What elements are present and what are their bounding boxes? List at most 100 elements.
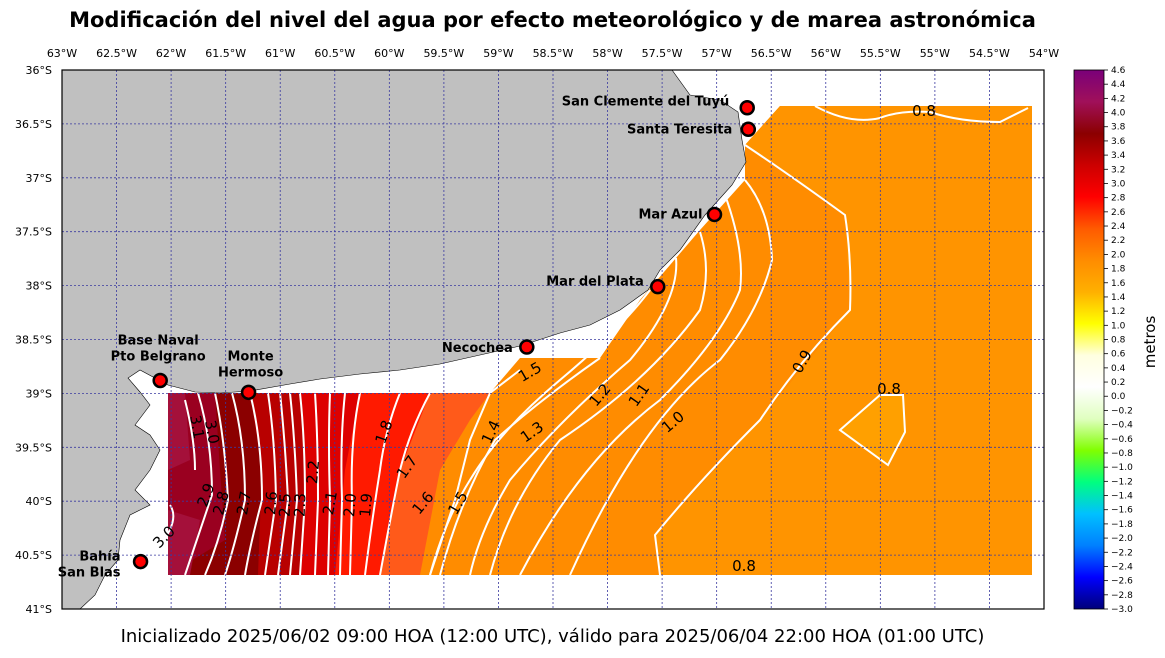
station-dot — [240, 384, 257, 401]
colorbar-tick-label: 0.6 — [1111, 350, 1126, 360]
lon-tick-label: 62.5°W — [96, 47, 137, 60]
colorbar-tick-label: 2.8 — [1111, 194, 1126, 204]
colorbar-tick-label: 3.0 — [1111, 179, 1126, 189]
station-dot — [132, 553, 149, 570]
graticule — [62, 70, 1044, 609]
colorbar-tick-label: −1.0 — [1111, 463, 1133, 473]
lon-tick-label: 61.5°W — [205, 47, 246, 60]
colorbar-tick-label: −1.6 — [1111, 506, 1133, 516]
lat-tick-label: 38°S — [26, 280, 52, 293]
lat-tick-label: 39.5°S — [15, 441, 52, 454]
station-marker: Mar Azul — [639, 206, 723, 223]
station-marker: Santa Teresita — [627, 121, 757, 138]
colorbar-tick-label: 1.8 — [1111, 265, 1126, 275]
station-dot — [649, 278, 666, 295]
colorbar-tick-label: −1.8 — [1111, 520, 1133, 530]
contour-label: 2.6 — [261, 490, 281, 515]
lon-tick-label: 62°W — [156, 47, 186, 60]
colorbar-tick-label: −0.2 — [1111, 406, 1133, 416]
station-dot — [519, 339, 535, 355]
lat-tick-label: 38.5°S — [15, 334, 52, 347]
lon-tick-label: 57°W — [701, 47, 731, 60]
station-marker: San Clemente del Tuyú — [562, 95, 755, 116]
lon-tick-label: 55°W — [920, 47, 950, 60]
station-marker: Necochea — [442, 339, 535, 356]
colorbar-tick-label: 3.2 — [1111, 165, 1125, 175]
contour-label: 2.1 — [319, 490, 341, 517]
colorbar-tick-label: −1.4 — [1111, 492, 1133, 502]
colorbar-ticks: 4.6 4.4 4.2 4.0 3.8 3.6 3.4 3.2 3.0 2.8 2.6 2.4 2.2 2… — [1104, 66, 1133, 615]
station-label: Base Naval Pto Belgrano — [111, 333, 206, 364]
colorbar-tick-label: −2.4 — [1111, 562, 1133, 572]
station-label: Bahía San Blas — [58, 550, 121, 581]
station-dot — [740, 121, 757, 138]
lon-tick-label: 58°W — [592, 47, 622, 60]
colorbar-tick-label: 4.2 — [1111, 94, 1125, 104]
lon-tick-label: 55.5°W — [860, 47, 901, 60]
longitude-ticks: 63°W 62.5°W 62°W 61.5°W 61°W 60.5°W 60°W 59.5°W… — [47, 47, 1059, 60]
station-label: Mar del Plata — [546, 275, 644, 290]
lat-tick-label: 40°S — [26, 495, 52, 508]
colorbar-tick-label: −2.8 — [1111, 591, 1133, 601]
station-dot — [706, 206, 723, 223]
station-marker: Mar del Plata — [546, 275, 666, 295]
lat-tick-label: 39°S — [26, 387, 52, 400]
station-marker: Bahía San Blas — [58, 550, 149, 581]
contour-label: 2.3 — [291, 493, 310, 517]
station-marker: Monte Hermoso — [218, 349, 283, 401]
stations: San Clemente del Tuyú Santa Teresita Mar A… — [58, 95, 757, 581]
colorbar-tick-label: −0.6 — [1111, 435, 1133, 445]
colorbar: 4.6 4.4 4.2 4.0 3.8 3.6 3.4 3.2 3.0 2.8 2.6 2.4 2.2 2… — [1073, 66, 1159, 615]
colorbar-tick-label: 2.4 — [1111, 222, 1126, 232]
colorbar-label: metros — [1141, 316, 1159, 369]
lon-tick-label: 61°W — [265, 47, 295, 60]
contour-label: 0.8 — [912, 102, 936, 120]
plot-frame — [61, 69, 1045, 610]
lat-tick-label: 40.5°S — [15, 549, 52, 562]
colorbar-tick-label: −1.2 — [1111, 477, 1133, 487]
colorbar-tick-label: −2.2 — [1111, 548, 1133, 558]
lat-tick-label: 37°S — [26, 172, 52, 185]
colorbar-tick-label: 2.6 — [1111, 208, 1126, 218]
footer-caption: Inicializado 2025/06/02 09:00 HOA (12:00… — [120, 626, 985, 647]
station-label: Santa Teresita — [627, 122, 732, 137]
lon-tick-label: 60°W — [374, 47, 404, 60]
colorbar-tick-label: −3.0 — [1111, 605, 1133, 615]
lon-tick-label: 54.5°W — [969, 47, 1010, 60]
lon-tick-label: 59.5°W — [423, 47, 464, 60]
colorbar-tick-label: 0.2 — [1111, 378, 1125, 388]
colorbar-tick-label: −2.0 — [1111, 534, 1133, 544]
colorbar-tick-label: 2.2 — [1111, 236, 1125, 246]
contour-labels: 0.8 0.8 0.8 0.9 1.0 1.1 1.2 1.3 1.4 1.5 … — [149, 102, 936, 575]
station-marker: Base Naval Pto Belgrano — [111, 333, 206, 389]
station-dot — [152, 372, 168, 389]
lon-tick-label: 58.5°W — [533, 47, 574, 60]
contour-label: 2.8 — [209, 489, 233, 517]
colorbar-tick-label: −0.8 — [1111, 449, 1133, 459]
latitude-ticks: 36°S 36.5°S 37°S 37.5°S 38°S 38.5°S 39°S 39.5°S… — [15, 64, 52, 616]
lon-tick-label: 56°W — [811, 47, 841, 60]
station-label: Necochea — [442, 341, 513, 356]
colorbar-tick-label: 3.4 — [1111, 151, 1126, 161]
contour-label: 2.7 — [233, 490, 255, 517]
station-dot — [739, 99, 755, 116]
lon-tick-label: 59°W — [483, 47, 513, 60]
colorbar-tick-label: 3.6 — [1111, 137, 1126, 147]
lon-tick-label: 54°W — [1029, 47, 1059, 60]
colorbar-tick-label: 1.2 — [1111, 307, 1125, 317]
contour-label: 0.8 — [732, 557, 756, 575]
lon-tick-label: 60.5°W — [314, 47, 355, 60]
station-label: Monte Hermoso — [218, 349, 283, 380]
colorbar-tick-label: 1.4 — [1111, 293, 1126, 303]
colorbar-scale — [1073, 69, 1105, 610]
contour-label: 2.0 — [340, 492, 360, 517]
station-label: Mar Azul — [639, 207, 703, 222]
colorbar-tick-label: −2.6 — [1111, 577, 1133, 587]
colorbar-tick-label: −0.4 — [1111, 421, 1133, 431]
lat-tick-label: 41°S — [26, 603, 52, 616]
colorbar-tick-label: 2.0 — [1111, 250, 1126, 260]
lon-tick-label: 57.5°W — [642, 47, 683, 60]
colorbar-tick-label: 0.4 — [1111, 364, 1126, 374]
colorbar-tick-label: 4.6 — [1111, 66, 1126, 76]
